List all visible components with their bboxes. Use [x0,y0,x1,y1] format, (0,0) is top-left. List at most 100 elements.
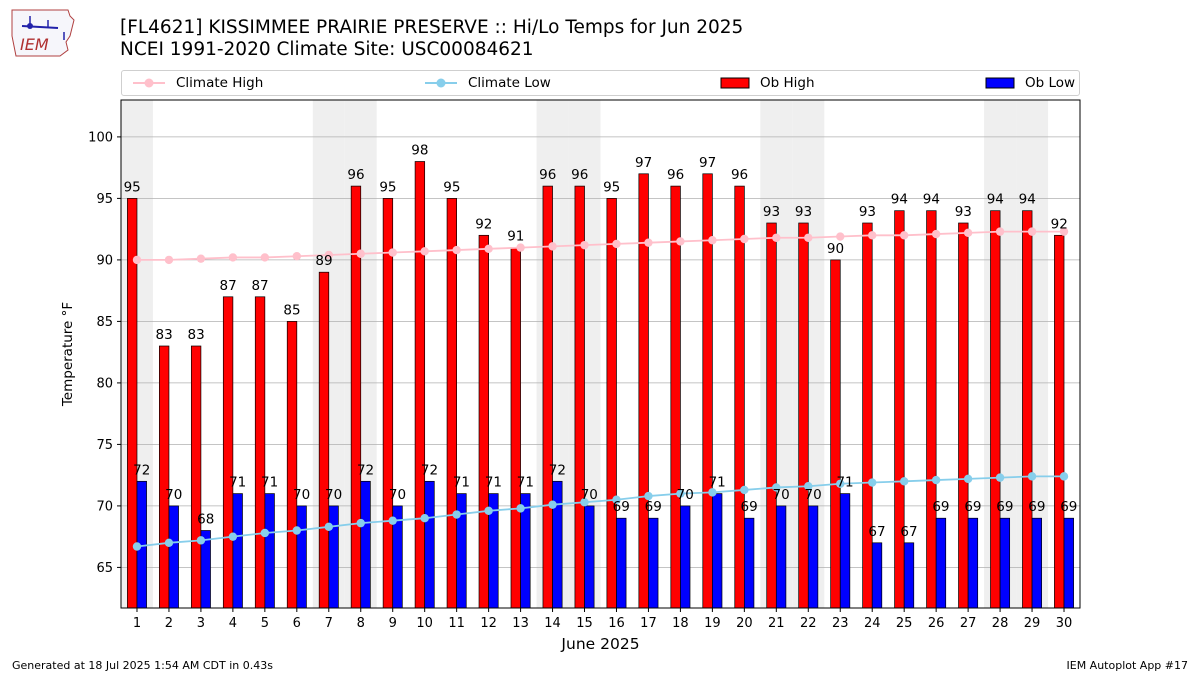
ob-low-label: 70 [293,487,310,503]
climate-low-point [388,516,397,525]
ob-low-label: 69 [964,499,981,515]
climate-low-point [292,526,302,535]
x-tick-label: 24 [864,616,881,631]
ob-low-bar [839,493,851,609]
climate-high-point [452,245,461,255]
climate-high-point [164,255,174,265]
ob-high-label: 96 [667,167,684,183]
ob-high-label: 96 [731,167,748,183]
climate-high-point [963,228,973,238]
ob-low-bar [807,505,819,609]
ob-low-label: 69 [932,499,949,515]
ob-high-label: 92 [1051,216,1068,232]
x-tick-label: 29 [1024,616,1041,631]
climate-high-point [899,231,909,240]
climate-high-point [516,243,525,252]
climate-high-point [995,227,1005,236]
ob-low-label: 72 [549,462,566,478]
x-tick-label: 25 [896,616,913,631]
y-tick-label: 100 [88,130,113,145]
ob-low-bar [616,517,627,609]
ob-high-bar [510,247,521,609]
ob-low-label: 70 [389,487,406,503]
x-tick-label: 14 [544,616,561,631]
ob-high-label: 83 [156,327,173,343]
ob-low-label: 70 [325,487,342,503]
ob-low-bar [903,542,915,609]
y-tick-label: 75 [96,438,113,453]
x-tick-label: 30 [1056,616,1073,631]
ob-high-label: 96 [347,167,364,183]
ob-low-bar [1031,517,1042,609]
generated-note: Generated at 18 Jul 2025 1:54 AM CDT in … [12,659,273,672]
x-tick-label: 3 [197,616,205,631]
ob-low-bar [871,542,883,609]
ob-high-bar [414,161,426,609]
climate-low-point [1027,472,1037,481]
ob-low-label: 69 [613,499,630,515]
ob-low-bar [264,493,275,609]
ob-low-label: 72 [133,462,150,478]
ob-high-bar [382,198,394,609]
climate-high-point [132,255,142,265]
ob-low-label: 71 [229,475,246,491]
app-note: IEM Autoplot App #17 [1066,659,1189,672]
x-tick-label: 23 [832,616,849,631]
ob-high-label: 93 [795,204,812,220]
x-tick-label: 6 [293,616,301,631]
ob-low-label: 69 [1028,499,1045,515]
climate-high-point [1059,227,1069,236]
ob-high-label: 93 [955,204,972,220]
ob-low-label: 69 [1060,499,1077,515]
climate-high-point [931,229,941,239]
climate-high-point [228,253,238,262]
ob-high-swatch [720,77,750,89]
climate-high-line [136,230,1065,261]
ob-high-bar [1022,210,1033,609]
ob-low-bar [712,493,723,609]
ob-low-label: 70 [804,487,821,503]
ob-high-label: 90 [827,241,844,257]
ob-low-label: 70 [677,487,694,503]
climate-low-point [708,488,717,497]
x-tick-label: 28 [992,616,1009,631]
x-tick-label: 5 [261,616,269,631]
climate-high-point [420,247,429,256]
climate-low-point [676,489,685,498]
ob-high-label: 87 [251,278,268,294]
ob-high-bar [446,198,457,609]
x-tick-label: 13 [512,616,529,631]
y-tick-label: 85 [96,315,113,330]
climate-high-point [292,252,302,261]
climate-low-point [228,532,238,541]
climate-high-point [644,238,653,247]
climate-high-point [580,240,589,250]
x-tick-label: 12 [480,616,497,631]
climate-high-swatch [133,78,165,88]
climate-low-swatch [425,78,457,88]
legend-item-ob-high: Ob High [720,71,815,95]
climate-low-point [931,475,941,485]
legend: Climate High Climate Low Ob High Ob Low [121,70,1080,96]
x-tick-label: 18 [672,616,689,631]
ob-low-label: 71 [709,475,726,491]
ob-low-bar [232,493,243,609]
chart-subtitle: NCEI 1991-2020 Climate Site: USC00084621 [120,39,534,60]
climate-low-point [868,478,877,487]
ob-high-label: 89 [315,253,332,269]
climate-high-point [324,250,333,260]
climate-high-point [484,244,493,254]
ob-low-label: 72 [357,462,374,478]
ob-high-label: 95 [603,179,620,195]
ob-high-bar [798,222,809,609]
ob-high-bar [830,259,841,609]
ob-high-bar [190,345,202,609]
climate-low-point [644,491,653,501]
y-tick-label: 65 [96,561,113,576]
climate-low-point [356,518,365,528]
x-tick-label: 4 [229,616,237,631]
climate-low-point [612,495,621,504]
ob-high-label: 93 [763,204,780,220]
ob-high-label: 93 [859,204,876,220]
climate-low-point [196,536,206,545]
